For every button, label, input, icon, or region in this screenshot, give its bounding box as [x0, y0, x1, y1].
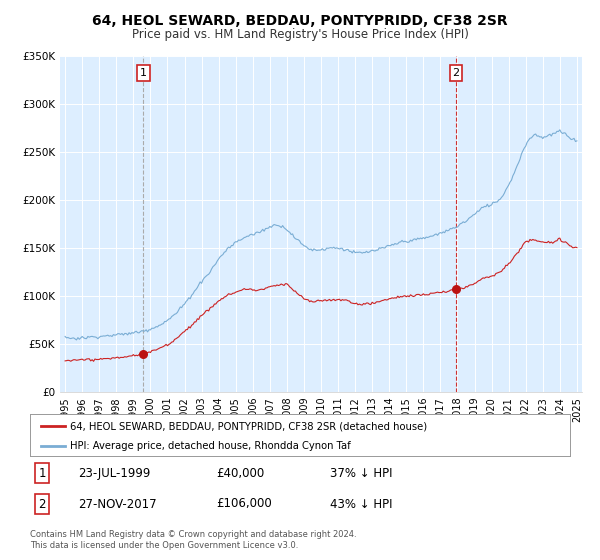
Text: £40,000: £40,000 — [216, 466, 264, 480]
Text: 23-JUL-1999: 23-JUL-1999 — [78, 466, 151, 480]
Text: Price paid vs. HM Land Registry's House Price Index (HPI): Price paid vs. HM Land Registry's House … — [131, 28, 469, 41]
Text: Contains HM Land Registry data © Crown copyright and database right 2024.: Contains HM Land Registry data © Crown c… — [30, 530, 356, 539]
Text: 2: 2 — [38, 497, 46, 511]
Text: 2: 2 — [452, 68, 460, 78]
Text: 1: 1 — [140, 68, 147, 78]
Point — [139, 350, 148, 359]
Text: 1: 1 — [38, 466, 46, 480]
Text: HPI: Average price, detached house, Rhondda Cynon Taf: HPI: Average price, detached house, Rhon… — [71, 441, 351, 451]
Text: 64, HEOL SEWARD, BEDDAU, PONTYPRIDD, CF38 2SR: 64, HEOL SEWARD, BEDDAU, PONTYPRIDD, CF3… — [92, 14, 508, 28]
Text: 43% ↓ HPI: 43% ↓ HPI — [330, 497, 392, 511]
Text: 37% ↓ HPI: 37% ↓ HPI — [330, 466, 392, 480]
Text: £106,000: £106,000 — [216, 497, 272, 511]
Point — [451, 285, 461, 294]
Text: 64, HEOL SEWARD, BEDDAU, PONTYPRIDD, CF38 2SR (detached house): 64, HEOL SEWARD, BEDDAU, PONTYPRIDD, CF3… — [71, 421, 428, 431]
Text: This data is licensed under the Open Government Licence v3.0.: This data is licensed under the Open Gov… — [30, 541, 298, 550]
Text: 27-NOV-2017: 27-NOV-2017 — [78, 497, 157, 511]
